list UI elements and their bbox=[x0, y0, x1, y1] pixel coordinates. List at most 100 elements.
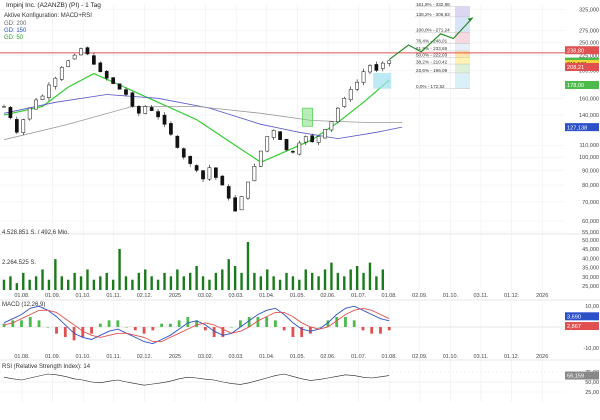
volume-bar bbox=[105, 272, 108, 290]
x-tick-label-macd: 01.10. bbox=[443, 354, 459, 360]
macd-histogram-bar bbox=[247, 317, 251, 327]
x-tick-label-macd: 01.05. bbox=[290, 354, 306, 360]
macd-histogram-bar bbox=[352, 320, 356, 327]
x-tick-label: 02.09. bbox=[412, 293, 428, 299]
rsi-y-tick-label: 50,00 bbox=[585, 380, 599, 386]
volume-bar bbox=[86, 269, 89, 290]
candle-body bbox=[111, 77, 115, 84]
macd-histogram-bar bbox=[195, 320, 199, 327]
candle-body bbox=[136, 106, 141, 114]
macd-histogram-bar bbox=[238, 320, 242, 327]
candle-body bbox=[220, 175, 225, 186]
macd-histogram-bar bbox=[317, 327, 321, 328]
x-tick-label: 01.10. bbox=[76, 293, 92, 299]
volume-bar bbox=[176, 269, 179, 290]
x-tick-label-macd: 01.10. bbox=[76, 354, 92, 360]
x-tick-label: 02.06. bbox=[320, 293, 336, 299]
macd-histogram-bar bbox=[107, 320, 111, 327]
volume-bar bbox=[362, 272, 365, 290]
ma-gd200-line bbox=[3, 106, 403, 141]
volume-bar bbox=[343, 276, 346, 290]
price-y-tick-label: 55,000 bbox=[582, 230, 599, 236]
macd-histogram-bar bbox=[125, 327, 128, 328]
x-tick-label-macd: 2025 bbox=[169, 354, 181, 360]
fib-level-label: 100,0% - 271,24 bbox=[416, 27, 450, 32]
macd-histogram-bar bbox=[90, 327, 93, 334]
macd-histogram-bar bbox=[387, 327, 391, 331]
x-tick-label: 01.12. bbox=[504, 293, 520, 299]
x-tick-label: 2025 bbox=[169, 293, 181, 299]
candle-body bbox=[201, 170, 205, 180]
macd-line bbox=[3, 305, 390, 345]
volume-bar bbox=[47, 279, 51, 290]
macd-histogram-bar bbox=[63, 327, 67, 337]
x-tick-label-macd: 02.06. bbox=[320, 354, 336, 360]
x-tick-label: 01.04. bbox=[259, 293, 275, 299]
price-y-tick-label: 250,000 bbox=[579, 40, 599, 46]
candle-body bbox=[194, 165, 199, 171]
projection-arrow-head bbox=[467, 17, 473, 22]
volume-y-tick-label: 25,000 bbox=[582, 284, 599, 290]
macd-histogram-bar bbox=[116, 320, 120, 327]
volume-bar bbox=[285, 272, 288, 290]
volume-bar bbox=[317, 276, 320, 290]
candle-body bbox=[188, 156, 193, 164]
macd-histogram-bar bbox=[168, 323, 172, 327]
x-tick-label-macd: 03.11. bbox=[474, 354, 489, 360]
price-tag-label: 238,80 bbox=[567, 48, 584, 54]
macd-y-tick-label: 10,00 bbox=[585, 304, 599, 310]
fib-level-label: 76,4% - 248,01 bbox=[416, 39, 448, 44]
macd-value-tag-label: 3,690 bbox=[567, 315, 581, 321]
macd-histogram-bar bbox=[81, 327, 85, 337]
volume-bar bbox=[163, 272, 166, 290]
candle-body bbox=[297, 142, 302, 155]
x-tick-label-macd: 01.12. bbox=[504, 354, 520, 360]
volume-bar bbox=[272, 276, 275, 290]
projection-arrow-line bbox=[388, 17, 474, 61]
candle-body bbox=[291, 151, 295, 153]
macd-histogram-bar bbox=[282, 327, 286, 331]
volume-bar bbox=[60, 276, 63, 290]
price-y-tick-label: 60,000 bbox=[582, 219, 599, 225]
price-tag-label: 178,00 bbox=[567, 83, 584, 89]
fib-level-label: 0,0% - 172,82 bbox=[416, 84, 445, 89]
volume-annotation-mid: 2.264.525 S. bbox=[2, 260, 37, 266]
volume-bar bbox=[15, 283, 19, 290]
candle-body bbox=[117, 83, 122, 90]
x-tick-label-macd: 03.02. bbox=[198, 354, 214, 360]
macd-signal-line bbox=[3, 307, 390, 343]
volume-bar bbox=[201, 276, 205, 290]
candle-body bbox=[368, 65, 372, 73]
candle-body bbox=[104, 71, 109, 79]
volume-bar bbox=[156, 279, 160, 290]
macd-histogram-bar bbox=[300, 327, 304, 337]
legend-gd200: GD: 200 bbox=[4, 21, 27, 27]
candle-body bbox=[175, 135, 180, 148]
macd-histogram-bar bbox=[133, 327, 137, 331]
price-y-tick-label: 200,000 bbox=[579, 68, 599, 74]
fib-band bbox=[455, 72, 470, 89]
volume-bar bbox=[41, 269, 44, 290]
macd-value-tag bbox=[565, 312, 599, 321]
macd-histogram-bar bbox=[309, 327, 312, 334]
volume-bar bbox=[278, 279, 282, 290]
x-tick-label: 2026 bbox=[536, 293, 548, 299]
macd-histogram-bar bbox=[11, 320, 15, 327]
candle-body bbox=[258, 150, 263, 167]
candle-body bbox=[85, 47, 90, 55]
candle-body bbox=[278, 131, 282, 140]
volume-bar bbox=[92, 279, 96, 290]
fib-band bbox=[455, 32, 470, 44]
x-tick-label-macd: 2026 bbox=[536, 354, 548, 360]
volume-bar bbox=[208, 279, 211, 290]
volume-bar bbox=[291, 276, 295, 290]
fib-level-label: 61,8% - 233,68 bbox=[416, 46, 448, 51]
volume-y-tick-label: 40,000 bbox=[582, 256, 599, 262]
candle-body bbox=[387, 60, 392, 64]
fib-level-label: 50,0% - 222,03 bbox=[416, 53, 448, 58]
volume-bar bbox=[111, 279, 115, 290]
x-tick-label-macd: 01.08. bbox=[14, 354, 30, 360]
price-tag bbox=[565, 81, 599, 90]
fib-level-label: 23,6% - 196,09 bbox=[416, 68, 448, 73]
macd-value-tag-label: 2,867 bbox=[567, 324, 581, 330]
